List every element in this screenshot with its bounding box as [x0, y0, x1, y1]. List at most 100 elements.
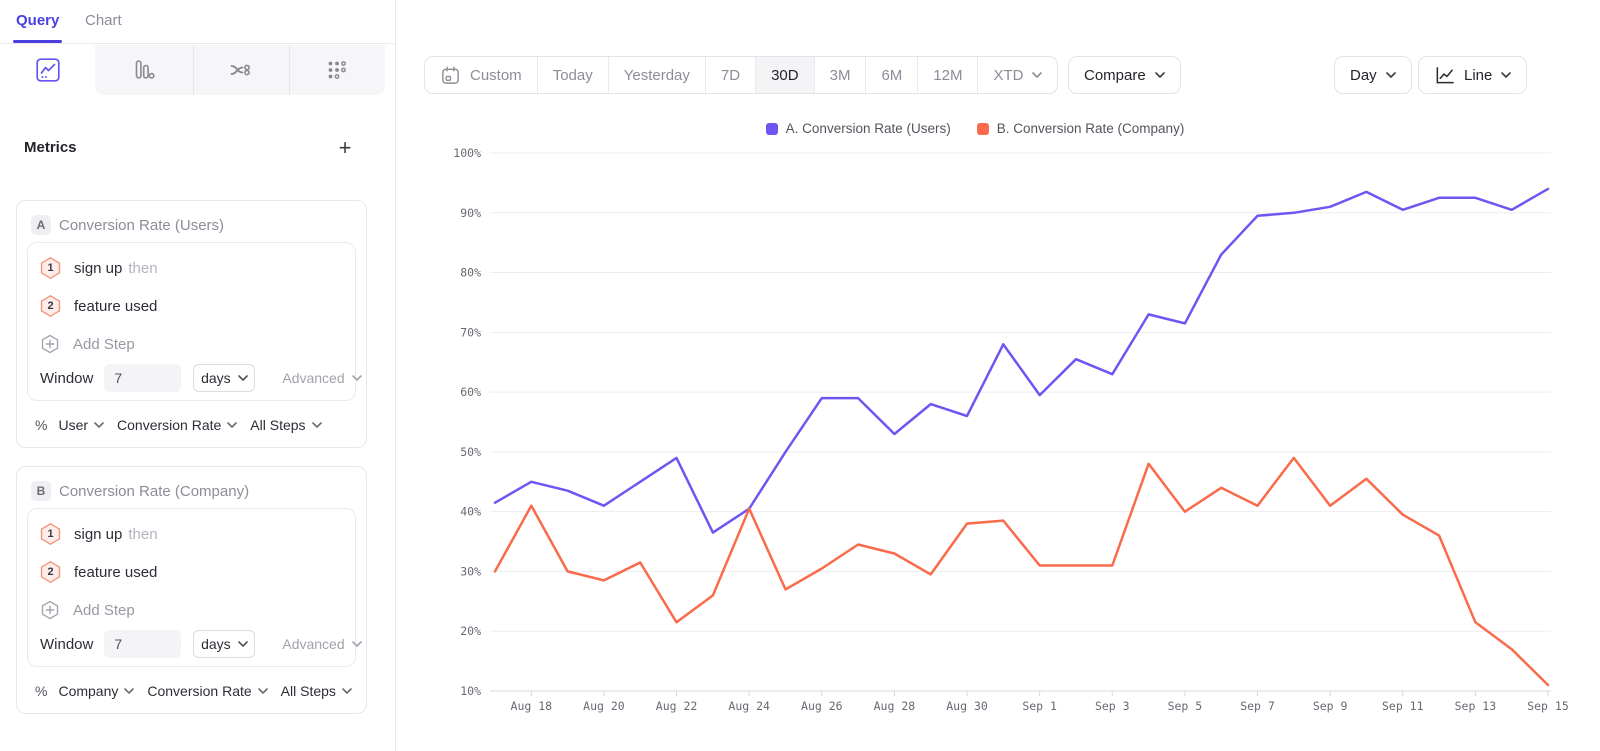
chevron-down-icon — [237, 375, 248, 381]
tab-query[interactable]: Query — [12, 12, 63, 43]
add-step-button[interactable]: Add Step — [40, 599, 135, 621]
window-unit-dropdown[interactable]: days — [193, 364, 256, 392]
y-tick-label: 40% — [460, 505, 481, 519]
funnel-step-1[interactable]: 1 sign up then — [40, 523, 158, 545]
interval-dropdown[interactable]: Day — [1334, 56, 1412, 94]
insights-line-chart-icon — [36, 58, 60, 82]
legend-label-a: A. Conversion Rate (Users) — [785, 121, 951, 136]
chevron-down-icon — [1032, 72, 1043, 78]
chevron-down-icon — [237, 641, 248, 647]
y-tick-label: 80% — [460, 266, 481, 280]
add-step-button[interactable]: Add Step — [40, 333, 135, 355]
add-metric-button[interactable]: + — [338, 135, 352, 160]
y-tick-label: 60% — [460, 385, 481, 399]
step-event-name: feature used — [74, 563, 158, 581]
divider — [289, 45, 290, 95]
window-unit-dropdown[interactable]: days — [193, 630, 256, 658]
retention-dots-icon — [328, 61, 346, 79]
step-number-badge: 1 — [40, 523, 61, 545]
funnel-steps-card: 1 sign up then 2 feature used Add Step W… — [27, 242, 362, 401]
funnel-step-2[interactable]: 2 feature used — [40, 295, 163, 317]
metric-title[interactable]: Conversion Rate (Users) — [59, 217, 225, 234]
chart-canvas[interactable]: 10% 20% 30% 40% 50% 60% 70% 80% 90% 100% Aug 18 Aug… — [400, 140, 1600, 730]
report-type-flows[interactable] — [193, 45, 289, 95]
add-step-hexagon-plus-icon — [41, 334, 59, 354]
sidebar-tabbar: Query Chart — [0, 0, 395, 44]
tab-chart[interactable]: Chart — [85, 12, 122, 29]
legend-item-b[interactable]: B. Conversion Rate (Company) — [976, 121, 1185, 136]
steps-scope-dropdown[interactable]: All Steps — [281, 683, 352, 699]
series-line-a[interactable] — [493, 187, 1550, 534]
measurement-row: % Company Conversion Rate All Steps — [35, 680, 365, 702]
range-xtd[interactable]: XTD — [977, 57, 1057, 93]
report-type-funnels[interactable] — [96, 45, 192, 95]
chart-type-dropdown[interactable]: Line — [1418, 56, 1528, 94]
step-number-badge: 2 — [40, 561, 61, 583]
x-tick-label: Aug 28 — [874, 699, 916, 713]
step-event-name: sign up — [74, 259, 123, 277]
chevron-down-icon — [1154, 72, 1165, 78]
percent-symbol: % — [35, 417, 48, 433]
window-value-input[interactable] — [104, 630, 182, 658]
metric-title[interactable]: Conversion Rate (Company) — [59, 483, 250, 500]
entity-dropdown[interactable]: User — [58, 417, 104, 433]
advanced-dropdown[interactable]: Advanced — [282, 370, 362, 386]
y-tick-label: 30% — [460, 564, 481, 578]
legend-swatch-b — [976, 122, 989, 135]
legend-item-a[interactable]: A. Conversion Rate (Users) — [765, 121, 951, 136]
advanced-dropdown[interactable]: Advanced — [282, 636, 362, 652]
range-custom[interactable]: Custom — [425, 57, 537, 93]
x-tick-label: Sep 11 — [1382, 699, 1424, 713]
x-tick-label: Sep 5 — [1168, 699, 1203, 713]
metric-type-dropdown[interactable]: Conversion Rate — [147, 683, 268, 699]
compare-button[interactable]: Compare — [1068, 56, 1181, 94]
range-6m[interactable]: 6M — [865, 57, 917, 93]
series-line-b[interactable] — [493, 456, 1550, 687]
y-tick-label: 90% — [460, 206, 481, 220]
step-number-badge: 2 — [40, 295, 61, 317]
metric-letter-badge: B — [31, 481, 51, 501]
step-event-name: feature used — [74, 297, 158, 315]
report-type-insights[interactable] — [0, 45, 96, 95]
steps-scope-dropdown[interactable]: All Steps — [250, 417, 322, 433]
metric-card-a: A Conversion Rate (Users) 1 sign up then… — [16, 200, 367, 448]
funnel-step-1[interactable]: 1 sign up then — [40, 257, 158, 279]
x-tick-label: Aug 18 — [511, 699, 553, 713]
y-tick-label: 10% — [460, 684, 481, 698]
metrics-heading: Metrics — [24, 139, 77, 156]
y-tick-label: 20% — [460, 624, 481, 638]
chevron-down-icon — [1501, 72, 1512, 78]
chevron-down-icon — [124, 688, 135, 694]
y-tick-label: 100% — [453, 146, 481, 160]
range-7d[interactable]: 7D — [704, 57, 755, 93]
funnel-step-2[interactable]: 2 feature used — [40, 561, 163, 583]
legend-swatch-a — [765, 122, 778, 135]
x-tick-label: Sep 15 — [1527, 699, 1569, 713]
range-3m[interactable]: 3M — [813, 57, 866, 93]
window-label: Window — [40, 369, 94, 387]
x-tick-label: Sep 3 — [1095, 699, 1130, 713]
range-today[interactable]: Today — [536, 57, 608, 93]
range-30d[interactable]: 30D — [755, 57, 814, 93]
conversion-window-row: Window days Advanced — [40, 630, 362, 658]
funnel-steps-card: 1 sign up then 2 feature used Add Step W… — [27, 508, 362, 667]
window-label: Window — [40, 635, 94, 653]
report-type-retention[interactable] — [289, 45, 385, 95]
x-tick-label: Sep 7 — [1240, 699, 1275, 713]
metric-type-dropdown[interactable]: Conversion Rate — [117, 417, 238, 433]
chevron-down-icon — [342, 688, 352, 694]
window-value-input[interactable] — [104, 364, 182, 392]
step-suffix: then — [128, 259, 158, 277]
x-tick-label: Aug 22 — [656, 699, 698, 713]
entity-dropdown[interactable]: Company — [58, 683, 135, 699]
range-yesterday[interactable]: Yesterday — [607, 57, 705, 93]
divider — [193, 45, 194, 95]
conversion-window-row: Window days Advanced — [40, 364, 362, 392]
line-chart-icon — [1436, 66, 1454, 83]
chevron-down-icon — [257, 688, 268, 694]
legend-label-b: B. Conversion Rate (Company) — [996, 121, 1185, 136]
chevron-down-icon — [1385, 72, 1396, 78]
range-12m[interactable]: 12M — [917, 57, 977, 93]
date-range-selector: Custom Today Yesterday 7D 30D 3M 6M 12M … — [424, 56, 1059, 94]
